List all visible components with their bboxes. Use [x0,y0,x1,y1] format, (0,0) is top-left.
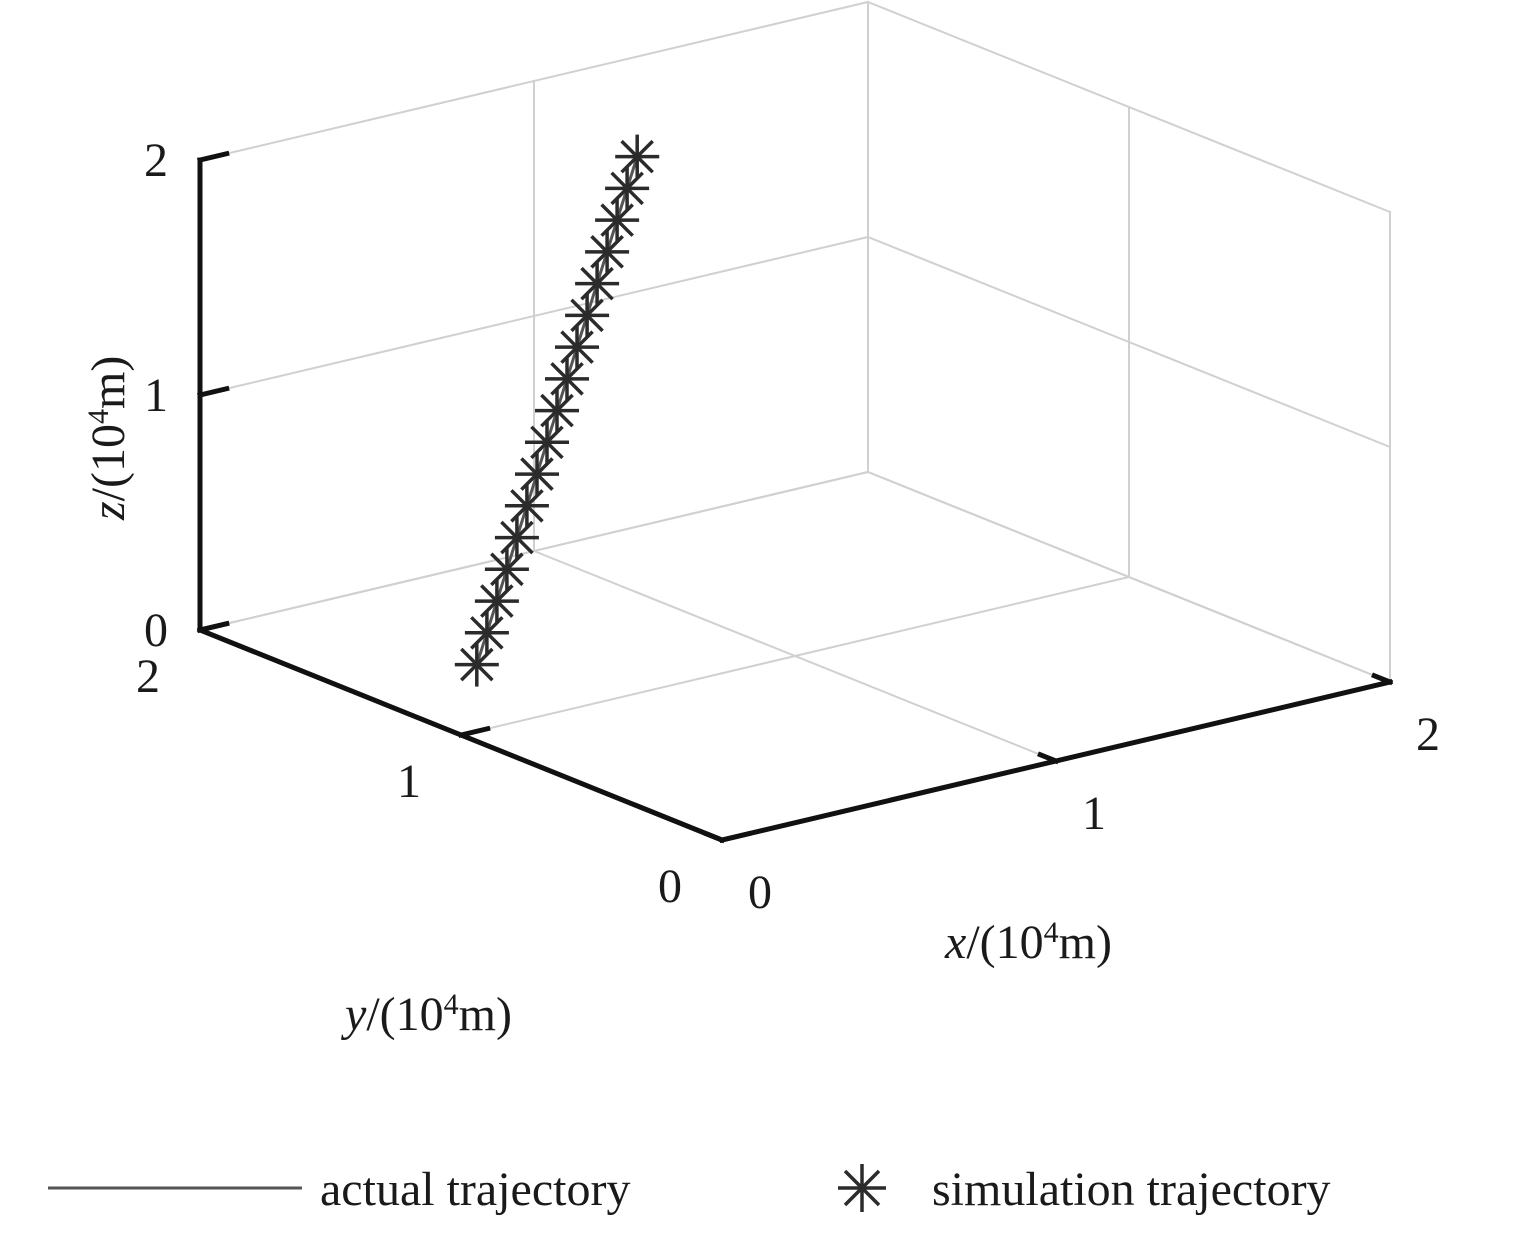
simulation-point [595,198,640,243]
x-tick-mark [1037,751,1060,765]
y-tick-mark [718,830,752,844]
grid-line-backwall-z [198,470,870,632]
legend-label-simulation: simulation trajectory [932,1163,1331,1216]
grid [198,0,1392,842]
legend-label-actual: actual trajectory [320,1163,630,1216]
y-tick-label: 2 [136,650,160,703]
z-tick-mark [196,620,230,634]
z-tick-mark [196,385,230,399]
y-tick-mark [457,725,491,739]
simulation-point [484,547,529,592]
simulation-point [545,356,589,401]
axes [196,150,1394,844]
x-tick-mark [1371,672,1394,686]
series [454,134,660,687]
simulation-point [515,452,559,497]
simulation-point [555,325,599,370]
z-axis-label: z/(104m) [82,356,135,521]
z-tick-label: 1 [144,369,168,422]
grid-line-backwall-z [198,0,870,162]
simulation-point [605,166,650,211]
y-tick-label: 0 [658,860,682,913]
z-tick-mark [196,150,230,164]
legend-marker-simulation [838,1164,886,1212]
z-tick-label: 0 [144,604,168,657]
x-tick-label: 0 [748,866,772,919]
x-axis-label: x/(104m) [944,916,1112,969]
simulation-point [454,642,499,687]
legend: actual trajectory simulation trajectory [48,1163,1331,1216]
simulation-point [464,610,509,655]
simulation-point [525,420,569,465]
grid-line-backwall-z [198,235,870,397]
simulation-point [615,134,660,179]
x-tick-label: 2 [1416,708,1440,761]
legend-asterisk-icon [838,1164,886,1212]
y-tick-label: 1 [397,755,421,808]
simulation-point [535,388,579,433]
simulation-point [585,229,630,274]
grid-line-sidewall-z [866,470,1392,684]
y-axis-label: y/(104m) [340,988,512,1041]
simulation-point [474,579,519,624]
grid-line-sidewall-z [866,235,1392,449]
x-tick-label: 1 [1082,787,1106,840]
simulation-point [504,483,549,528]
simulation-point [575,261,620,306]
z-tick-label: 2 [144,134,168,187]
simulation-point [565,293,610,338]
grid-line-sidewall-z [866,0,1392,214]
grid-line-floor-y [459,575,1131,737]
simulation-point [494,515,539,560]
